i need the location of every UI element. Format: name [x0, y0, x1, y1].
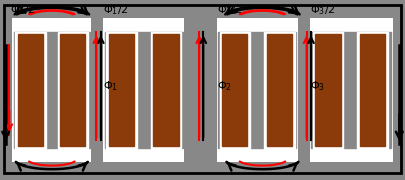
Bar [313, 31, 343, 148]
Text: $\Phi_1/2$: $\Phi_1/2$ [103, 3, 129, 17]
Bar [218, 32, 296, 148]
Bar [315, 34, 341, 146]
Bar [109, 34, 134, 146]
Bar [153, 34, 179, 146]
Bar [222, 34, 247, 146]
Bar [151, 31, 181, 148]
Bar [15, 31, 46, 148]
Bar [58, 31, 88, 148]
Bar [311, 32, 391, 148]
Bar [60, 34, 85, 146]
Bar [14, 32, 90, 148]
Bar [18, 34, 43, 146]
Bar [106, 31, 137, 148]
Bar [310, 18, 393, 162]
Bar [105, 32, 183, 148]
Text: $\Phi_2$: $\Phi_2$ [217, 80, 232, 93]
Bar [267, 34, 292, 146]
Text: $\Phi_1/2$: $\Phi_1/2$ [10, 3, 36, 17]
Text: $\Phi_1$: $\Phi_1$ [103, 80, 118, 93]
Bar [217, 18, 298, 162]
Text: $\Phi_3/2$: $\Phi_3/2$ [217, 3, 242, 17]
Text: $\Phi_3$: $\Phi_3$ [310, 80, 325, 93]
Bar [357, 31, 388, 148]
Bar [103, 18, 184, 162]
Bar [220, 31, 250, 148]
Text: $\Phi_3/2$: $\Phi_3/2$ [310, 3, 335, 17]
Bar [360, 34, 385, 146]
Bar [264, 31, 295, 148]
Bar [12, 18, 91, 162]
